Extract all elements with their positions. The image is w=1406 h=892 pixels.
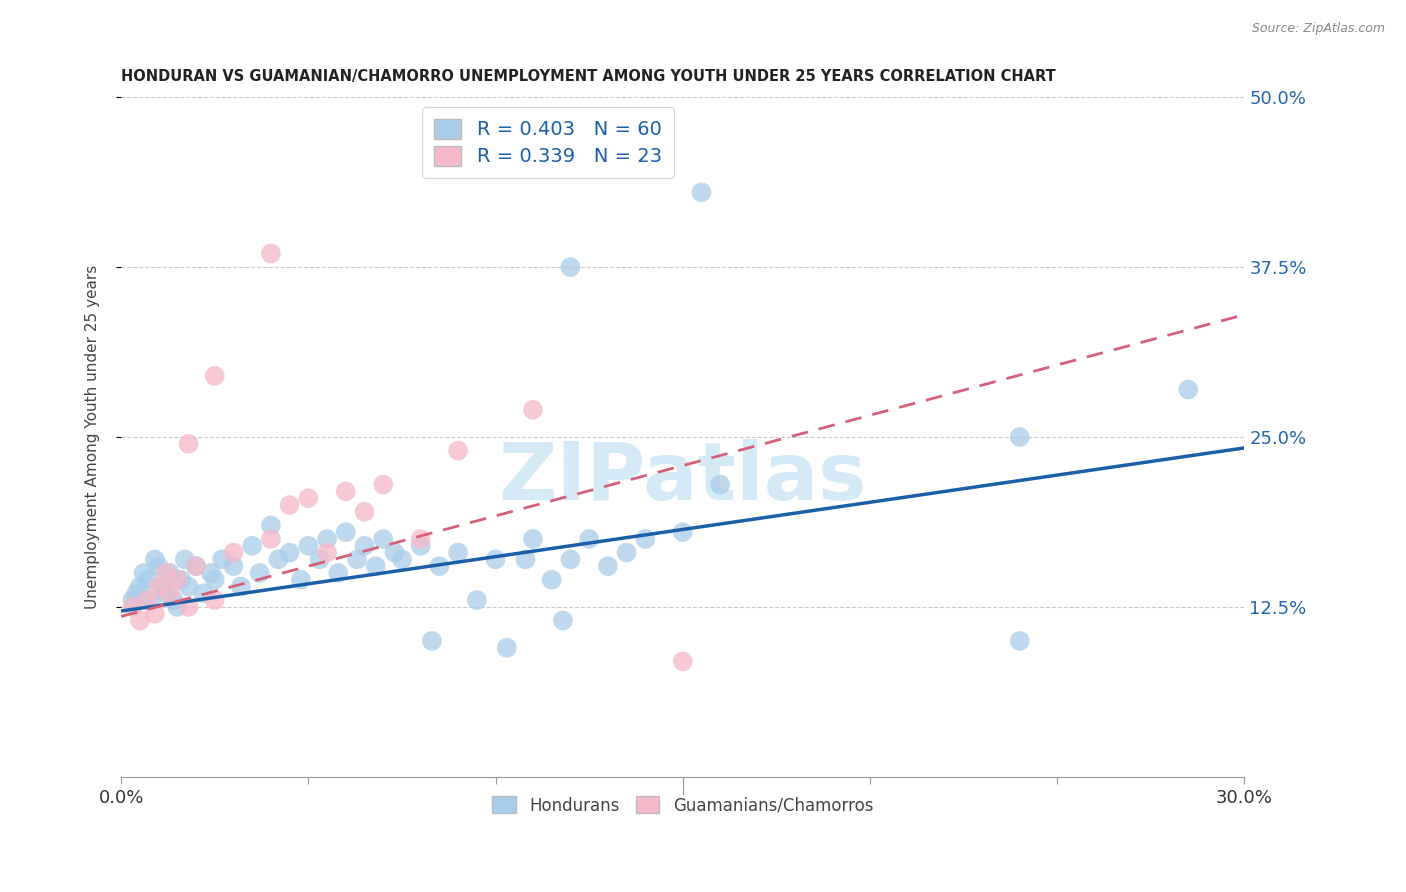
Point xyxy=(560,260,582,274)
Text: Source: ZipAtlas.com: Source: ZipAtlas.com xyxy=(1251,22,1385,36)
Point xyxy=(125,586,148,600)
Point xyxy=(128,614,150,628)
Point xyxy=(222,545,245,559)
Point xyxy=(297,539,319,553)
Point xyxy=(373,532,395,546)
Point xyxy=(204,368,226,383)
Point xyxy=(709,477,731,491)
Point xyxy=(316,545,339,559)
Point xyxy=(420,634,443,648)
Point xyxy=(515,552,537,566)
Point xyxy=(551,614,574,628)
Point xyxy=(578,532,600,546)
Point xyxy=(173,552,195,566)
Point xyxy=(177,599,200,614)
Point xyxy=(136,573,159,587)
Point xyxy=(166,573,188,587)
Point xyxy=(495,640,517,655)
Point xyxy=(364,559,387,574)
Point xyxy=(560,552,582,566)
Point xyxy=(121,593,143,607)
Point xyxy=(409,532,432,546)
Point xyxy=(143,552,166,566)
Point xyxy=(204,593,226,607)
Point xyxy=(121,599,143,614)
Point xyxy=(143,607,166,621)
Point xyxy=(132,566,155,580)
Point xyxy=(200,566,222,580)
Point xyxy=(170,573,193,587)
Point xyxy=(177,437,200,451)
Point xyxy=(1177,383,1199,397)
Point xyxy=(690,186,713,200)
Point xyxy=(328,566,350,580)
Point xyxy=(267,552,290,566)
Point xyxy=(128,580,150,594)
Legend: Hondurans, Guamanians/Chamorros: Hondurans, Guamanians/Chamorros xyxy=(484,788,882,823)
Point xyxy=(260,246,283,260)
Point xyxy=(150,580,173,594)
Point xyxy=(166,599,188,614)
Point xyxy=(353,505,375,519)
Point xyxy=(148,559,170,574)
Point xyxy=(193,586,215,600)
Point xyxy=(278,498,301,512)
Point xyxy=(353,539,375,553)
Point xyxy=(290,573,312,587)
Point xyxy=(540,573,562,587)
Point xyxy=(260,532,283,546)
Point xyxy=(522,532,544,546)
Point xyxy=(278,545,301,559)
Text: HONDURAN VS GUAMANIAN/CHAMORRO UNEMPLOYMENT AMONG YOUTH UNDER 25 YEARS CORRELATI: HONDURAN VS GUAMANIAN/CHAMORRO UNEMPLOYM… xyxy=(121,69,1056,84)
Point xyxy=(335,484,357,499)
Point xyxy=(672,654,695,668)
Y-axis label: Unemployment Among Youth under 25 years: Unemployment Among Youth under 25 years xyxy=(86,265,100,609)
Point xyxy=(447,443,470,458)
Point xyxy=(297,491,319,506)
Point xyxy=(155,586,177,600)
Point xyxy=(159,586,181,600)
Point xyxy=(148,580,170,594)
Point xyxy=(335,525,357,540)
Point xyxy=(447,545,470,559)
Point xyxy=(184,559,207,574)
Point xyxy=(409,539,432,553)
Point xyxy=(222,559,245,574)
Point xyxy=(634,532,657,546)
Point xyxy=(373,477,395,491)
Point xyxy=(391,552,413,566)
Point xyxy=(596,559,619,574)
Point xyxy=(159,566,181,580)
Point xyxy=(484,552,506,566)
Point xyxy=(211,552,233,566)
Point xyxy=(240,539,263,553)
Point xyxy=(429,559,451,574)
Point xyxy=(229,580,252,594)
Point xyxy=(1008,634,1031,648)
Point xyxy=(316,532,339,546)
Point xyxy=(384,545,406,559)
Point xyxy=(162,593,184,607)
Point xyxy=(346,552,368,566)
Point xyxy=(522,402,544,417)
Point xyxy=(672,525,695,540)
Point xyxy=(177,580,200,594)
Point xyxy=(249,566,271,580)
Point xyxy=(136,593,159,607)
Point xyxy=(465,593,488,607)
Point xyxy=(155,566,177,580)
Point xyxy=(308,552,330,566)
Point xyxy=(184,559,207,574)
Point xyxy=(616,545,638,559)
Point xyxy=(204,573,226,587)
Text: ZIPatlas: ZIPatlas xyxy=(499,439,868,516)
Point xyxy=(1008,430,1031,444)
Point xyxy=(139,593,162,607)
Point xyxy=(260,518,283,533)
